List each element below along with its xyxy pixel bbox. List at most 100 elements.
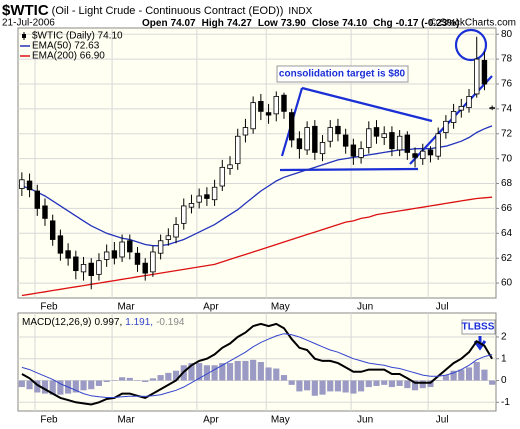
candle-body bbox=[265, 112, 272, 116]
candle-body bbox=[219, 166, 226, 187]
macd-label-name: MACD(12,26,9) bbox=[22, 317, 91, 328]
bar bbox=[72, 380, 79, 393]
candle-body bbox=[312, 125, 318, 153]
legend-label: $WTIC (Daily) 74.10 bbox=[32, 31, 123, 42]
x-tick-label: Jun bbox=[357, 302, 373, 313]
bar bbox=[357, 380, 365, 392]
quote-label: Close bbox=[312, 18, 340, 29]
candle-body bbox=[250, 102, 256, 130]
bar bbox=[458, 369, 465, 381]
bar bbox=[442, 375, 449, 381]
legend-label: EMA(50) 72.63 bbox=[32, 41, 100, 52]
trend-line bbox=[279, 167, 419, 172]
chart-subtitle: (Oil - Light Crude - Continuous Contract… bbox=[52, 5, 284, 17]
candle-body bbox=[88, 262, 94, 277]
y-tick-label: 70 bbox=[501, 153, 513, 164]
price-panel bbox=[17, 27, 497, 299]
quote-label: Low bbox=[258, 18, 278, 29]
candle-body bbox=[273, 96, 279, 115]
date: 21-Jul-2006 bbox=[2, 18, 55, 29]
x-tick-label: Apr bbox=[203, 302, 219, 313]
bar bbox=[111, 380, 118, 382]
bar bbox=[34, 380, 41, 393]
bar bbox=[388, 380, 396, 388]
bar bbox=[88, 380, 95, 390]
bar bbox=[226, 363, 234, 381]
candle-body bbox=[350, 144, 357, 157]
y-tick-label: 78 bbox=[501, 54, 513, 65]
bar bbox=[203, 365, 210, 381]
candle-body bbox=[235, 135, 241, 165]
candle-body bbox=[119, 241, 125, 258]
candle-body bbox=[358, 148, 364, 158]
candle-body bbox=[296, 138, 303, 150]
macd-readout: 1.191, bbox=[125, 317, 153, 328]
candle-body bbox=[26, 180, 33, 191]
candle-body bbox=[65, 250, 71, 259]
bar bbox=[411, 380, 419, 391]
candle-body bbox=[42, 205, 48, 219]
candle-body bbox=[381, 133, 387, 138]
candle-body bbox=[327, 127, 333, 142]
y-tick-label: 0 bbox=[501, 375, 507, 386]
annotation: TLBSS bbox=[462, 322, 495, 333]
bar bbox=[334, 380, 342, 392]
bar bbox=[18, 380, 25, 388]
line-series bbox=[21, 333, 493, 398]
bar bbox=[265, 367, 272, 381]
macd-panel bbox=[17, 312, 497, 412]
bar bbox=[280, 375, 288, 381]
candle-body bbox=[427, 149, 434, 156]
bar bbox=[49, 380, 56, 395]
candle-body bbox=[443, 120, 449, 133]
bar bbox=[196, 363, 203, 381]
line-series bbox=[21, 196, 493, 297]
bar bbox=[419, 380, 426, 389]
line-series bbox=[21, 322, 493, 406]
candle-body bbox=[288, 112, 295, 141]
bar bbox=[188, 363, 195, 381]
candle-body bbox=[420, 150, 426, 160]
bar bbox=[80, 380, 87, 391]
candle-body bbox=[404, 134, 411, 153]
candle-body bbox=[481, 59, 488, 85]
candle-body bbox=[304, 127, 310, 151]
bar bbox=[26, 380, 33, 390]
bar bbox=[57, 380, 64, 395]
chart-header: $WTIC (Oil - Light Crude - Continuous Con… bbox=[2, 2, 313, 19]
legend-label: EMA(200) 66.90 bbox=[32, 51, 105, 62]
candle-body bbox=[335, 125, 341, 135]
line-series bbox=[21, 125, 493, 247]
bar bbox=[95, 380, 103, 386]
bar bbox=[242, 360, 249, 381]
annotation: consolidation target is $80 bbox=[279, 69, 406, 80]
exchange: INDX bbox=[288, 6, 312, 17]
bar bbox=[257, 362, 264, 381]
x-tick-label: May bbox=[271, 415, 290, 426]
candle-body bbox=[366, 128, 372, 148]
legend-swatch bbox=[22, 34, 26, 38]
candle-body bbox=[111, 250, 118, 259]
candle-body bbox=[34, 190, 40, 209]
quote-label: High bbox=[202, 18, 224, 29]
bar bbox=[118, 377, 126, 381]
candle-body bbox=[196, 195, 202, 203]
quote-value: 74.27 bbox=[227, 18, 252, 29]
candle-body bbox=[103, 251, 110, 260]
candle-body bbox=[466, 96, 472, 109]
bar bbox=[273, 368, 280, 381]
credit: © StockCharts.com bbox=[430, 18, 516, 29]
bar bbox=[350, 380, 357, 394]
bar bbox=[288, 380, 295, 385]
candle-body bbox=[489, 107, 495, 110]
x-tick-label: Mar bbox=[117, 302, 135, 313]
candle-body bbox=[281, 94, 287, 112]
y-tick-label: -1 bbox=[501, 397, 510, 408]
bar bbox=[435, 380, 442, 382]
x-tick-label: Jul bbox=[436, 415, 449, 426]
bar bbox=[126, 377, 133, 381]
candle-body bbox=[204, 194, 210, 199]
y-tick-label: 72 bbox=[501, 128, 513, 139]
bar bbox=[250, 359, 257, 381]
y-tick-label: 74 bbox=[501, 104, 513, 115]
